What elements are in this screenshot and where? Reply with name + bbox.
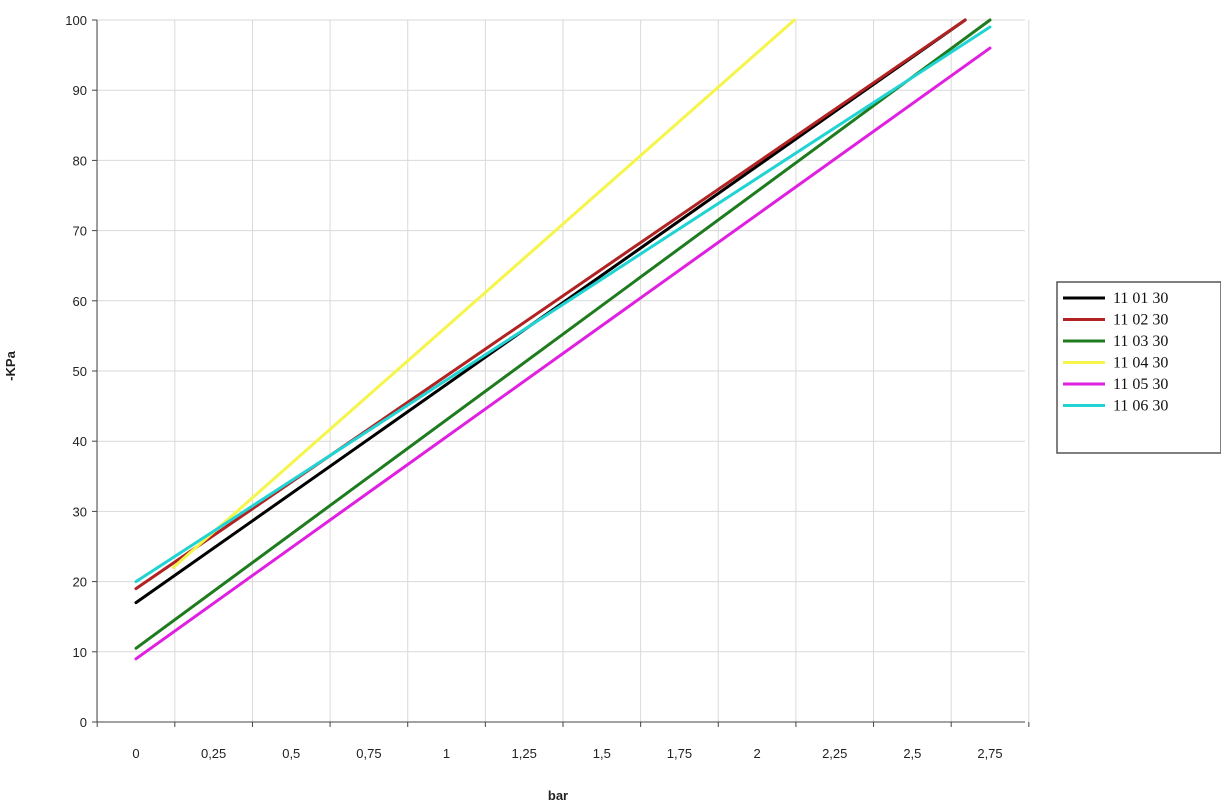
x-tick-labels: 0 0,25 0,5 0,75 1 1,25 1,5 1,75 2 2,25 2,5 2,75: [132, 746, 1002, 761]
x-tick-label: 1: [443, 746, 450, 761]
y-tick-label: 10: [73, 645, 87, 660]
legend-label: 11 06 30: [1113, 398, 1168, 415]
x-tick-label: 0,75: [356, 746, 381, 761]
y-tick-label: 80: [73, 153, 87, 168]
x-tick-label: 0,25: [201, 746, 226, 761]
grid-lines: [96, 19, 1030, 723]
series-line: [134, 18, 967, 591]
y-tick-label: 60: [73, 294, 87, 309]
x-tick-label: 2,5: [903, 746, 921, 761]
series-line: [134, 18, 992, 650]
x-axis-title: bar: [548, 788, 568, 803]
legend-label: 11 01 30: [1113, 290, 1168, 307]
x-tick-label: 0,5: [282, 746, 300, 761]
series-line: [134, 25, 992, 584]
y-tick-label: 50: [73, 364, 87, 379]
series-line: [134, 46, 992, 661]
axes: [92, 19, 1030, 727]
legend-box: [1056, 281, 1221, 454]
legend-label: 11 02 30: [1113, 312, 1168, 329]
legend-label: 11 05 30: [1113, 376, 1168, 393]
x-tick-label: 1,75: [667, 746, 692, 761]
legend-items: 11 01 30 11 02 30 11 03 30 11 04 30 11 05 30…: [1063, 290, 1168, 415]
y-axis-title: -KPa: [3, 350, 18, 380]
x-tick-label: 2,25: [822, 746, 847, 761]
x-tick-label: 2,75: [977, 746, 1002, 761]
y-tick-label: 30: [73, 504, 87, 519]
x-tick-label: 1,25: [512, 746, 537, 761]
y-tick-label: 90: [73, 83, 87, 98]
legend: 11 01 30 11 02 30 11 03 30 11 04 30 11 05 30…: [1056, 281, 1221, 454]
legend-label: 11 04 30: [1113, 355, 1168, 372]
y-tick-label: 0: [80, 715, 87, 730]
y-tick-label: 100: [65, 13, 87, 28]
legend-label: 11 03 30: [1113, 333, 1168, 350]
y-tick-label: 70: [73, 224, 87, 239]
x-tick-label: 0: [132, 746, 139, 761]
series-lines: [134, 18, 992, 661]
y-tick-label: 20: [73, 575, 87, 590]
x-tick-label: 2: [753, 746, 760, 761]
series-line: [171, 18, 796, 570]
x-tick-label: 1,5: [593, 746, 611, 761]
y-tick-labels: 0 10 20 30 40 50 60 70 80 90 100: [65, 13, 87, 730]
y-tick-label: 40: [73, 434, 87, 449]
